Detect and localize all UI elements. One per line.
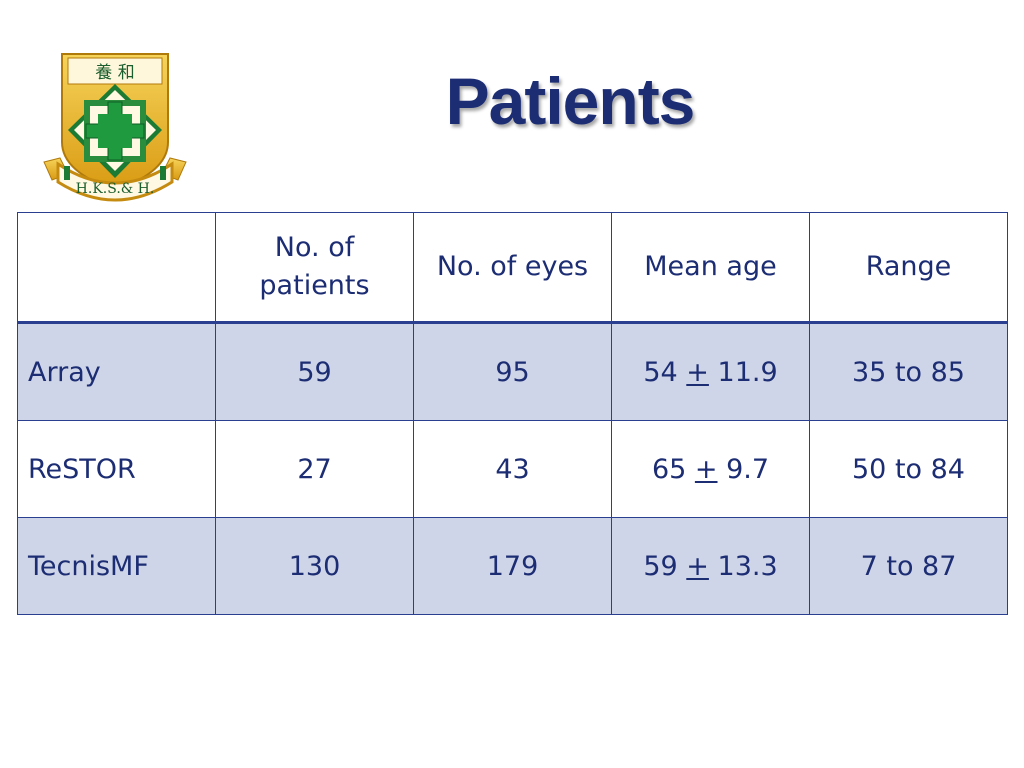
cell-mean-age: 65 + 9.7 [611,420,810,518]
age-mean: 65 [651,453,687,485]
cell-eyes: 179 [413,517,612,615]
header-no-of-patients: No. of patients [215,212,414,324]
row-label: ReSTOR [17,420,216,518]
age-sd: 9.7 [726,453,770,485]
cell-range: 50 to 84 [809,420,1008,518]
table-row: Array 59 95 54 + 11.9 35 to 85 [17,322,1008,421]
header-mean-age: Mean age [611,212,810,324]
cell-patients: 130 [215,517,414,615]
age-mean: 59 [643,550,678,582]
patients-table: No. of patients No. of eyes Mean age Ran… [17,212,1008,615]
plus-minus-sign: + [686,356,709,388]
table-header-row: No. of patients No. of eyes Mean age Ran… [17,212,1008,324]
cell-eyes: 95 [413,322,612,421]
hospital-logo: 養 和 H.K.S.& H. [40,50,190,205]
header-empty [17,212,216,324]
age-sd: 11.9 [717,356,778,388]
row-label: TecnisMF [17,517,216,615]
header-range: Range [809,212,1008,324]
cell-range: 7 to 87 [809,517,1008,615]
age-mean: 54 [643,356,678,388]
cell-mean-age: 59 + 13.3 [611,517,810,615]
header-no-of-eyes: No. of eyes [413,212,612,324]
plus-minus-sign: + [694,453,718,485]
cell-patients: 27 [215,420,414,518]
cell-patients: 59 [215,322,414,421]
cell-range: 35 to 85 [809,322,1008,421]
logo-characters: 養 和 [95,63,134,83]
cell-mean-age: 54 + 11.9 [611,322,810,421]
age-sd: 13.3 [717,550,778,582]
shield-crest-icon: 養 和 H.K.S.& H. [43,53,187,202]
table-row: TecnisMF 130 179 59 + 13.3 7 to 87 [17,517,1008,615]
table-row: ReSTOR 27 43 65 + 9.7 50 to 84 [17,420,1008,518]
plus-minus-sign: + [686,550,709,582]
slide-title: Patients [445,64,696,138]
logo-banner-text: H.K.S.& H. [76,181,155,197]
row-label: Array [17,322,216,421]
cell-eyes: 43 [413,420,612,518]
